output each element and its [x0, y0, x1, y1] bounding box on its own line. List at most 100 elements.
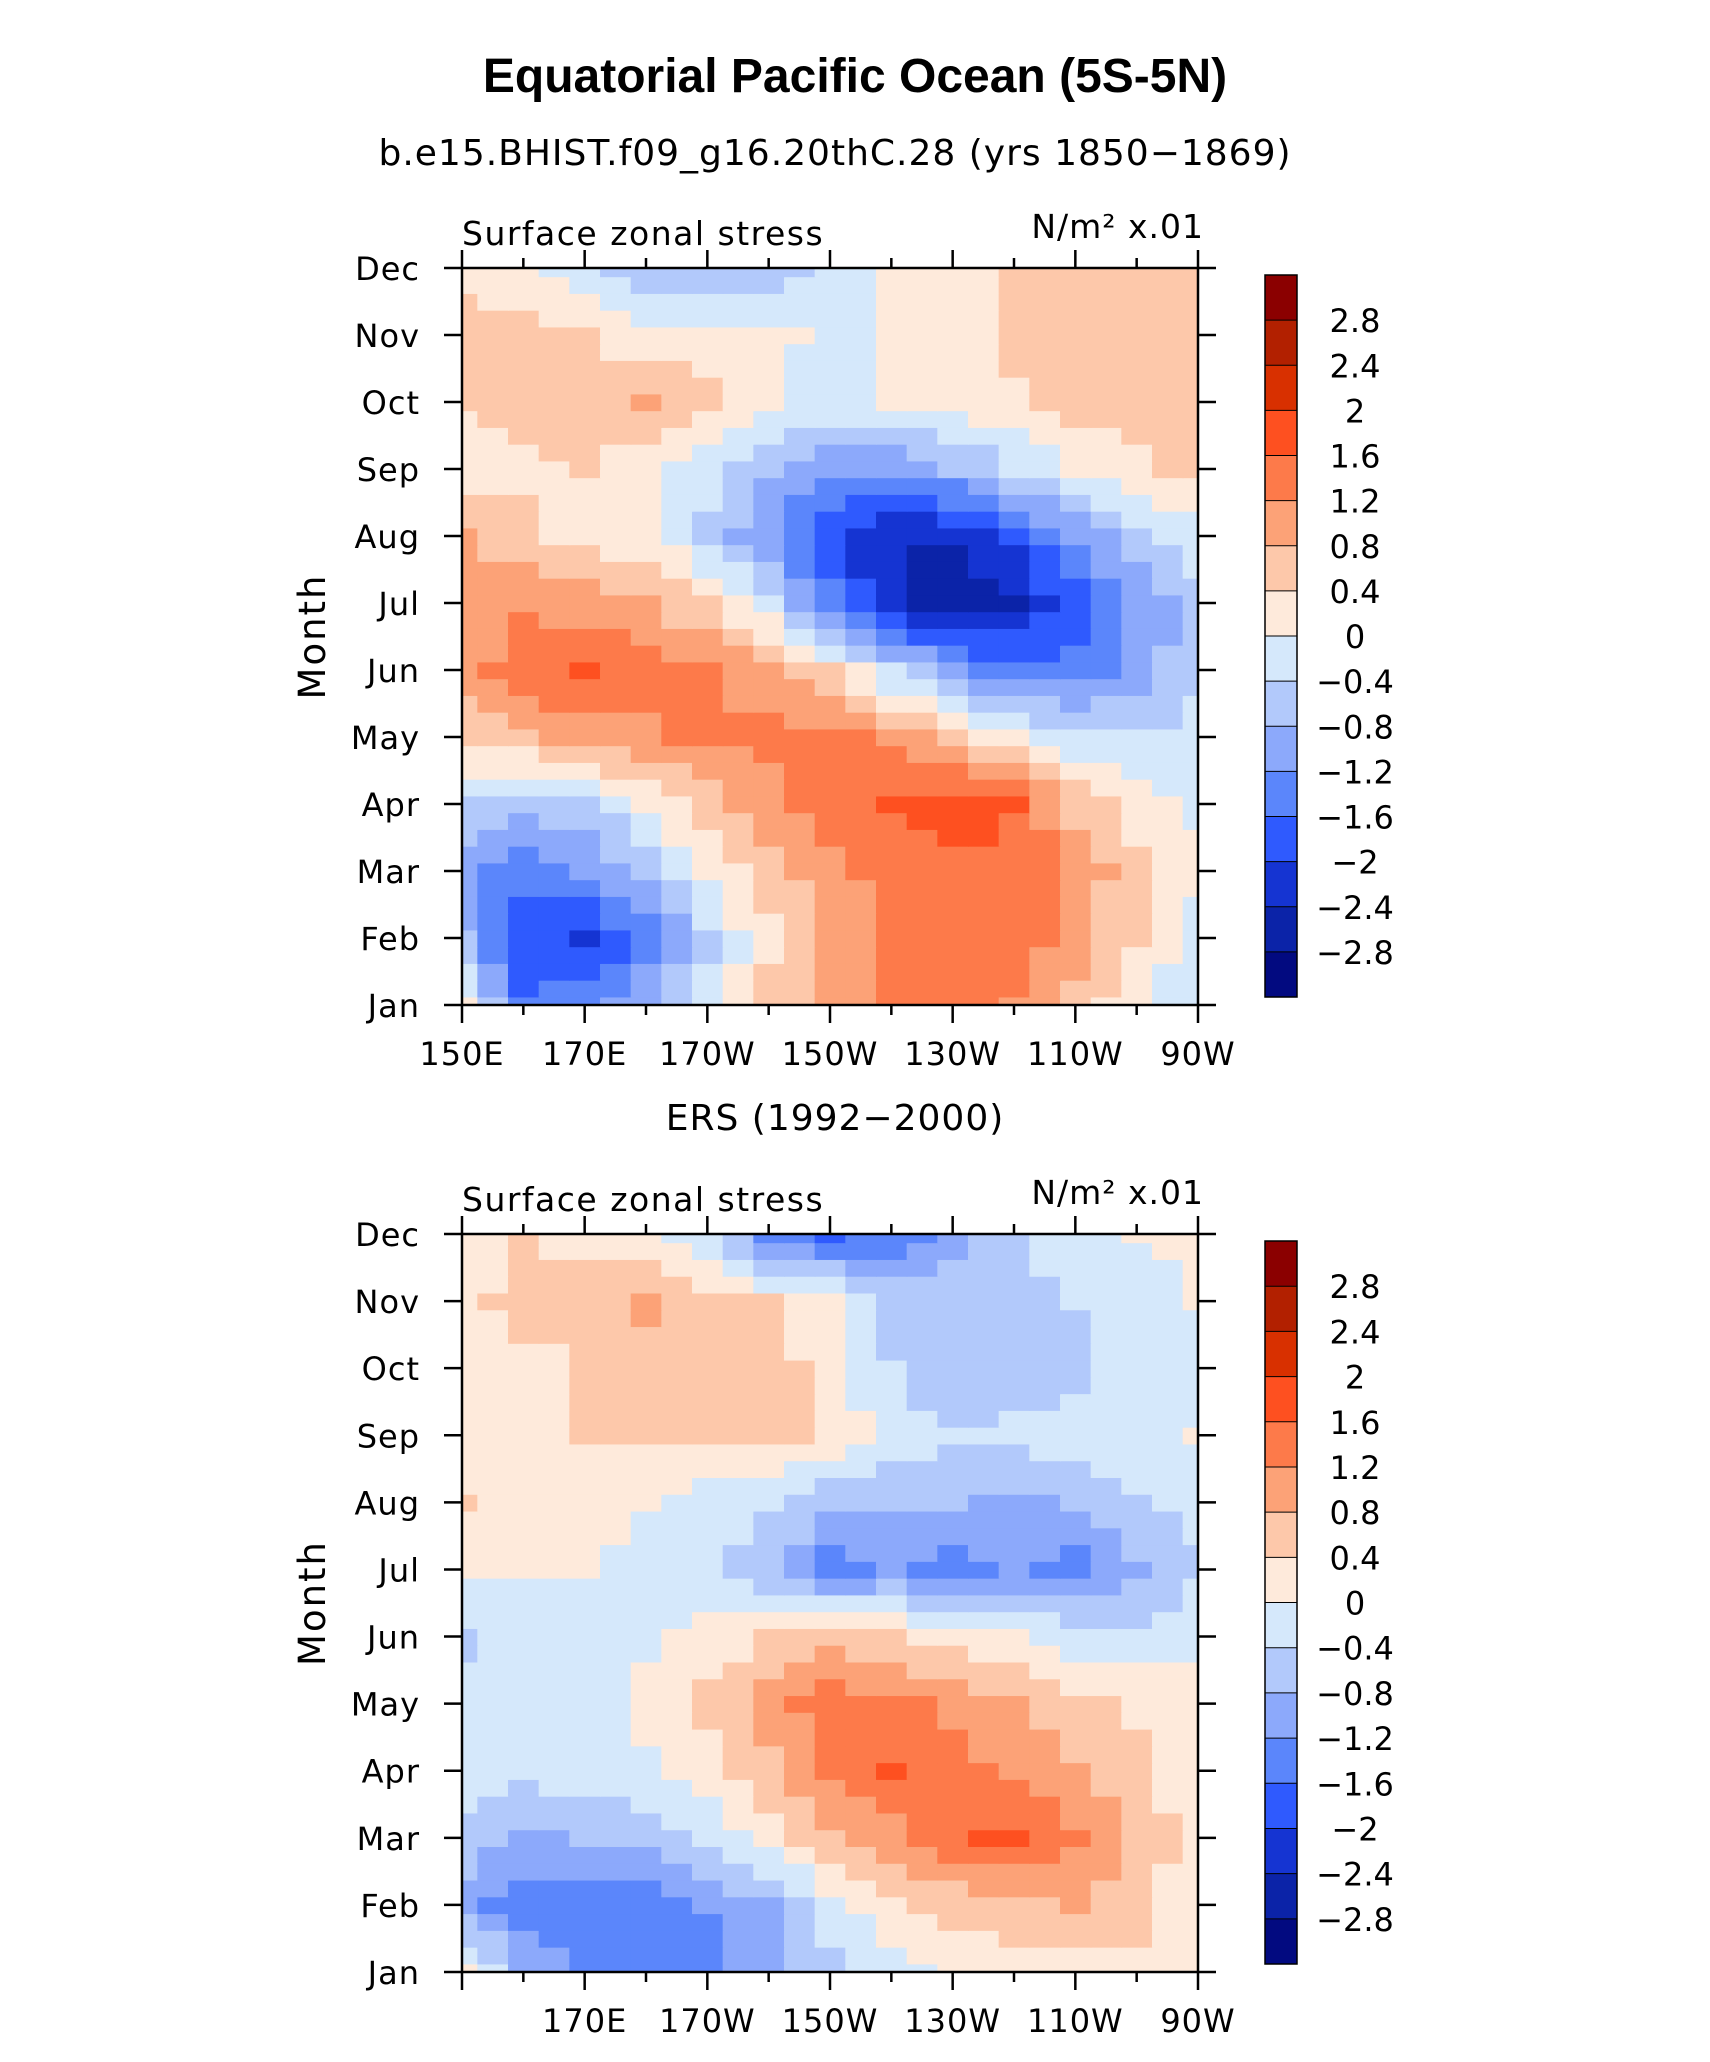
colorbar-label: 1.6: [1330, 1404, 1381, 1442]
contour-cell: [937, 1594, 969, 1613]
contour-cell: [1182, 1862, 1198, 1881]
contour-cell: [998, 309, 1031, 328]
colorbar-label: −2.8: [1316, 934, 1394, 972]
contour-cell: [998, 1359, 1031, 1378]
contour-cell: [538, 360, 571, 378]
contour-cell: [968, 745, 1000, 763]
contour-cell: [630, 577, 663, 596]
contour-cell: [1182, 979, 1198, 998]
contour-cell: [845, 1862, 877, 1881]
contour-cell: [1090, 678, 1123, 696]
contour-cell: [937, 410, 969, 428]
contour-cell: [968, 1443, 1000, 1462]
contour-cell: [692, 1359, 724, 1378]
contour-cell: [998, 711, 1031, 730]
contour-cell: [477, 929, 509, 948]
contour-cell: [906, 1846, 939, 1864]
contour-cell: [968, 979, 1000, 998]
contour-cell: [998, 1862, 1031, 1881]
contour-cell: [1060, 443, 1092, 462]
contour-cell: [1182, 1326, 1198, 1344]
contour-cell: [508, 1443, 540, 1462]
contour-cell: [1152, 1661, 1184, 1680]
contour-cell: [753, 862, 785, 881]
contour-cell: [845, 1946, 877, 1965]
field-label: Surface zonal stress: [462, 214, 824, 253]
contour-cell: [600, 360, 632, 378]
contour-cell: [462, 1393, 479, 1411]
contour-cell: [600, 1594, 632, 1613]
contour-cell: [998, 1259, 1031, 1277]
contour-cell: [1029, 1695, 1061, 1713]
contour-cell: [1152, 1963, 1184, 1972]
contour-cell: [814, 762, 847, 780]
contour-cell: [753, 343, 785, 361]
contour-cell: [1060, 410, 1092, 428]
contour-cell: [1152, 1561, 1184, 1579]
contour-cell: [1090, 527, 1123, 546]
contour-cell: [814, 1510, 847, 1529]
contour-cell: [462, 1234, 479, 1244]
contour-cell: [600, 1493, 632, 1512]
contour-cell: [1182, 460, 1198, 479]
contour-cell: [876, 1913, 908, 1931]
contour-cell: [462, 1359, 479, 1378]
contour-cell: [1182, 1946, 1198, 1965]
contour-cell: [1121, 1275, 1153, 1294]
contour-cell: [692, 1426, 724, 1445]
contour-cell: [462, 1309, 479, 1328]
contour-cell: [998, 778, 1031, 797]
contour-cell: [1121, 376, 1153, 395]
contour-cell: [814, 510, 847, 529]
contour-cell: [692, 678, 724, 696]
contour-cell: [462, 979, 479, 998]
contour-cell: [1182, 309, 1198, 328]
contour-cell: [1121, 544, 1153, 562]
contour-cell: [1060, 1644, 1092, 1663]
contour-cell: [968, 1275, 1000, 1294]
contour-cell: [753, 494, 785, 512]
contour-cell: [1029, 1661, 1061, 1680]
colorbar-label: −0.8: [1316, 1675, 1394, 1713]
contour-cell: [661, 1242, 693, 1260]
contour-cell: [1029, 728, 1061, 747]
contour-cell: [1090, 276, 1123, 294]
contour-cell: [876, 309, 908, 328]
contour-cell: [538, 1527, 571, 1546]
contour-cell: [477, 1493, 509, 1512]
contour-cell: [1121, 443, 1153, 462]
contour-cell: [722, 544, 755, 562]
contour-cell: [538, 996, 571, 1005]
contour-cell: [661, 1745, 693, 1764]
contour-cell: [630, 1879, 663, 1898]
contour-cell: [906, 1544, 939, 1562]
contour-cell: [1029, 1376, 1061, 1395]
contour-cell: [784, 1728, 816, 1747]
contour-cell: [1121, 1594, 1153, 1613]
contour-cell: [538, 628, 571, 646]
contour-cell: [1060, 1510, 1092, 1529]
contour-cell: [508, 577, 540, 596]
contour-cell: [508, 1544, 540, 1562]
contour-cell: [477, 745, 509, 763]
contour-cell: [1029, 1795, 1061, 1814]
contour-cell: [692, 1862, 724, 1881]
x-tick-label: 90W: [1160, 1035, 1235, 1073]
contour-cell: [845, 628, 877, 646]
contour-cell: [477, 1846, 509, 1864]
contour-cell: [1029, 1561, 1061, 1579]
contour-cell: [1090, 1695, 1123, 1713]
contour-cell: [508, 1963, 540, 1972]
contour-cell: [722, 1611, 755, 1629]
contour-cell: [569, 1795, 601, 1814]
contour-cell: [937, 762, 969, 780]
contour-cell: [845, 644, 877, 663]
contour-cell: [784, 611, 816, 629]
contour-cell: [906, 929, 939, 948]
contour-cell: [661, 561, 693, 579]
contour-cell: [1121, 276, 1153, 294]
contour-cell: [784, 360, 816, 378]
contour-cell: [661, 1913, 693, 1931]
contour-cell: [876, 728, 908, 747]
contour-cell: [1090, 1326, 1123, 1344]
